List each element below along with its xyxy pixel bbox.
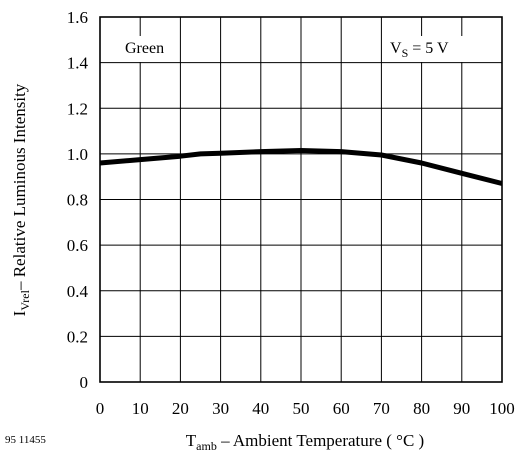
x-tick-label: 60 [333, 399, 350, 418]
annotation-green: Green [125, 40, 164, 57]
y-axis-label: IVrel– Relative Luminous Intensity [10, 83, 32, 316]
x-tick-label: 10 [132, 399, 149, 418]
grid-lines [99, 16, 503, 383]
x-tick-label: 50 [293, 399, 310, 418]
y-tick-label: 0 [80, 373, 89, 392]
y-tick-label: 0.8 [67, 191, 88, 210]
y-tick-label: 0.4 [67, 282, 89, 301]
x-tick-label: 80 [413, 399, 430, 418]
figure-id: 95 11455 [5, 434, 46, 446]
x-tick-label: 20 [172, 399, 189, 418]
y-tick-label: 1.6 [67, 8, 88, 27]
x-tick-label: 0 [96, 399, 105, 418]
y-tick-labels: 0 0.2 0.4 0.6 0.8 1.0 1.2 1.4 1.6 [67, 8, 89, 392]
annotation-vs-background [383, 36, 483, 62]
x-tick-labels: 0 10 20 30 40 50 60 70 80 90 100 [96, 399, 515, 418]
x-tick-label: 100 [489, 399, 515, 418]
x-axis-label: Tamb – Ambient Temperature ( °C ) [186, 431, 424, 453]
annotation-green-background [118, 36, 176, 62]
plot-frame [99, 16, 503, 383]
y-tick-label: 1.4 [67, 54, 89, 73]
x-tick-label: 70 [373, 399, 390, 418]
x-tick-label: 40 [252, 399, 269, 418]
series-line [99, 148, 503, 186]
annotation-supply-voltage: VS = 5 V [390, 40, 449, 60]
x-tick-label: 30 [212, 399, 229, 418]
y-tick-label: 1.2 [67, 99, 88, 118]
y-tick-label: 0.6 [67, 236, 88, 255]
y-tick-label: 1.0 [67, 145, 88, 164]
x-tick-label: 90 [453, 399, 470, 418]
y-tick-label: 0.2 [67, 327, 88, 346]
